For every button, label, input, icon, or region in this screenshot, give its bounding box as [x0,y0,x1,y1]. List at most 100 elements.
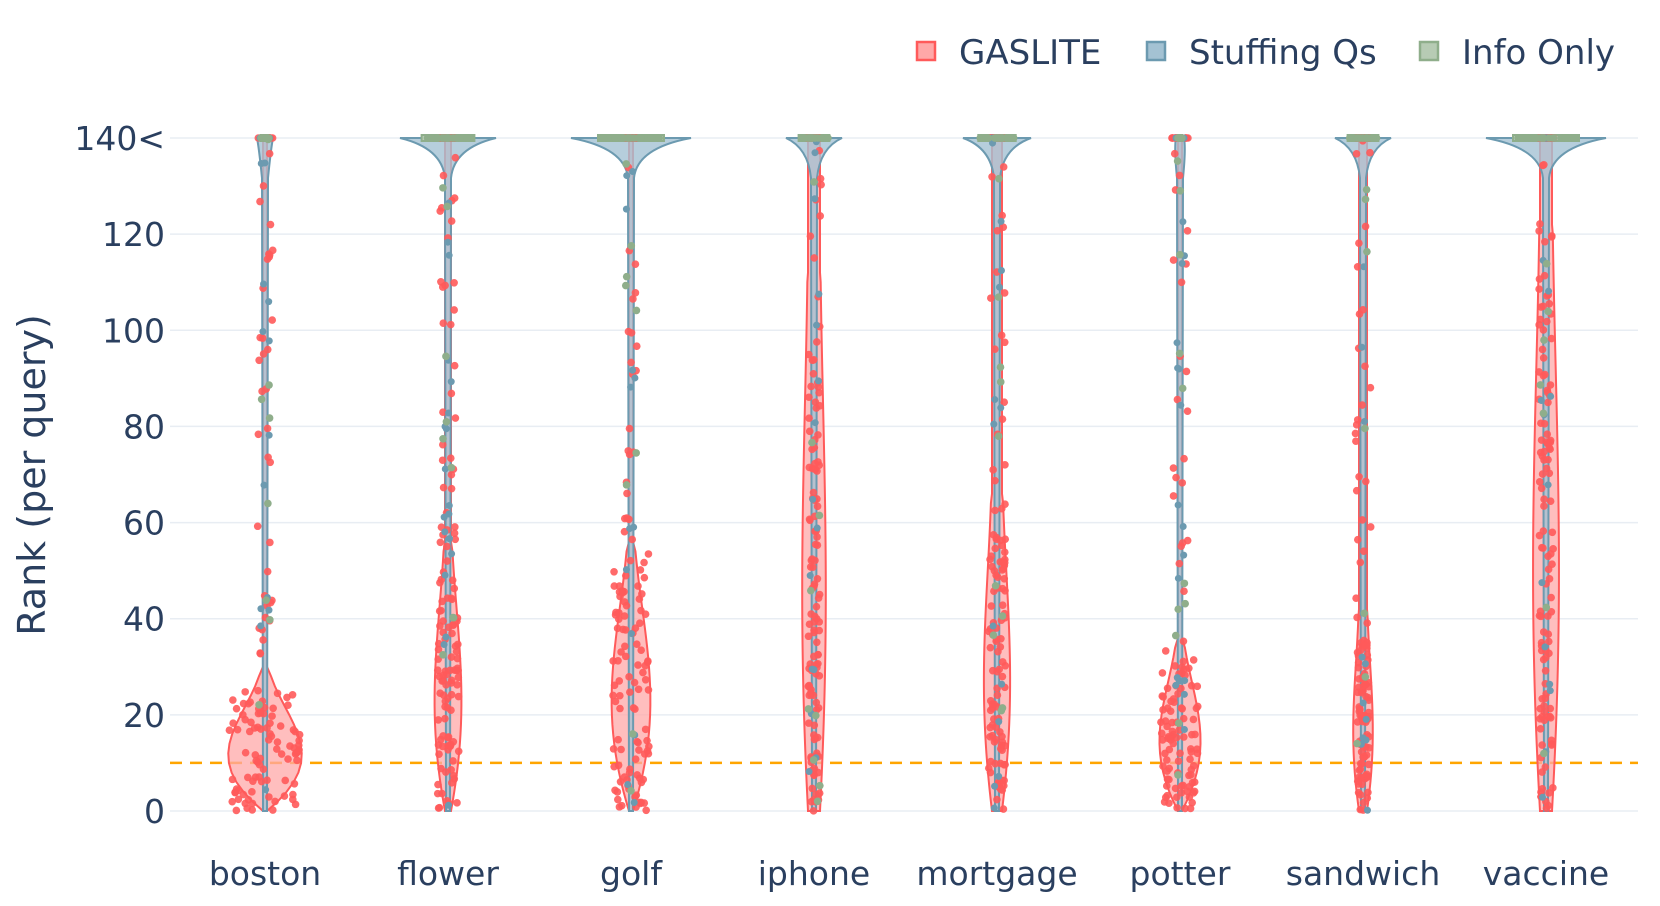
point-info-golf [627,786,635,795]
point-gaslite-golf [634,738,642,747]
point-gaslite-vaccine [1544,565,1553,574]
point-stuffing-potter [1174,364,1182,372]
point-gaslite-boston [241,688,250,696]
point-stuffing-vaccine [1538,793,1546,801]
point-gaslite-flower [436,538,445,547]
point-gaslite-flower [433,789,442,798]
point-info-mortgage [998,612,1007,620]
point-stuffing-flower [448,550,456,558]
point-gaslite-sandwich [1355,239,1363,247]
point-gaslite-flower [434,639,443,648]
point-gaslite-vaccine [1536,725,1545,733]
point-gaslite-boston [259,350,268,358]
point-gaslite-sandwich [1358,780,1366,789]
point-stuffing-potter [1175,677,1183,685]
point-gaslite-vaccine [1547,593,1555,602]
point-gaslite-golf [609,745,618,753]
point-gaslite-sandwich [1351,429,1360,438]
point-gaslite-vaccine [1538,768,1546,776]
point-gaslite-flower [450,361,459,370]
point-gaslite-flower [439,671,448,680]
point-gaslite-boston [241,715,250,724]
x-tick-label-iphone: iphone [758,854,870,893]
point-gaslite-golf [642,806,650,815]
point-gaslite-boston [263,724,271,732]
point-info-potter [1176,186,1185,195]
point-gaslite-flower [443,703,452,712]
point-gaslite-vaccine [1540,502,1548,510]
point-stuffing-golf [629,366,637,374]
legend[interactable]: GASLITE Stuffing Qs Info Only [915,33,1615,73]
point-gaslite-golf [631,289,640,297]
point-gaslite-golf [620,612,629,620]
violin-stuffing-golf [570,137,692,812]
point-gaslite-potter [1175,559,1184,568]
point-info-golf [632,306,641,315]
point-stuffing-golf [624,780,632,788]
point-gaslite-vaccine [1546,497,1555,505]
point-info-vaccine [1517,134,1526,142]
point-gaslite-boston [288,690,297,699]
point-gaslite-iphone [814,594,823,602]
point-gaslite-vaccine [1539,326,1548,334]
point-stuffing-mortgage [997,267,1005,275]
point-gaslite-boston [232,806,241,815]
point-gaslite-flower [439,691,448,699]
point-stuffing-boston [259,328,267,336]
point-gaslite-flower [434,804,443,812]
point-gaslite-golf [637,646,645,655]
point-gaslite-iphone [810,254,819,262]
point-gaslite-potter [1167,736,1175,744]
point-gaslite-golf [644,749,653,758]
point-gaslite-golf [639,668,647,677]
legend-label: GASLITE [959,33,1101,73]
point-info-golf [632,449,640,457]
point-gaslite-potter [1158,669,1167,677]
point-info-mortgage [995,174,1003,183]
point-gaslite-golf [636,799,645,808]
point-stuffing-mortgage [989,622,997,630]
point-info-boston [255,701,263,709]
point-stuffing-potter [1180,725,1188,733]
point-gaslite-mortgage [991,544,1000,553]
point-gaslite-golf [640,573,649,582]
point-gaslite-boston [290,780,299,788]
point-gaslite-vaccine [1539,354,1548,362]
point-gaslite-flower [449,757,457,765]
point-info-potter [1176,134,1185,142]
point-gaslite-mortgage [1000,558,1009,567]
point-gaslite-iphone [815,789,824,798]
legend-item-stuffing-qs[interactable]: Stuffing Qs [1145,33,1377,73]
point-gaslite-boston [254,686,262,695]
point-stuffing-flower [441,465,449,473]
point-info-iphone [811,711,820,720]
x-tick-label-boston: boston [209,854,321,893]
legend-item-info-only[interactable]: Info Only [1418,33,1615,73]
point-gaslite-sandwich [1364,760,1373,769]
point-gaslite-potter [1179,714,1188,723]
point-gaslite-golf [613,788,622,796]
point-info-mortgage [1006,134,1015,142]
point-gaslite-sandwich [1356,646,1365,655]
point-gaslite-boston [255,356,263,365]
point-gaslite-boston [248,788,256,796]
point-gaslite-sandwich [1352,150,1361,158]
point-gaslite-golf [624,447,633,455]
point-gaslite-iphone [814,431,822,439]
point-gaslite-flower [447,217,456,225]
point-info-boston [266,615,274,624]
point-stuffing-boston [260,280,268,288]
point-gaslite-vaccine [1540,495,1548,504]
point-gaslite-mortgage [993,795,1001,804]
point-info-boston [257,395,266,404]
point-info-flower [433,134,442,142]
point-gaslite-flower [438,597,446,606]
point-info-iphone [807,134,815,142]
point-gaslite-flower [454,692,463,701]
point-gaslite-iphone [813,467,821,475]
legend-item-gaslite[interactable]: GASLITE [915,33,1101,73]
point-info-vaccine [1570,134,1579,142]
point-gaslite-mortgage [997,741,1006,750]
point-gaslite-sandwich [1359,306,1367,314]
